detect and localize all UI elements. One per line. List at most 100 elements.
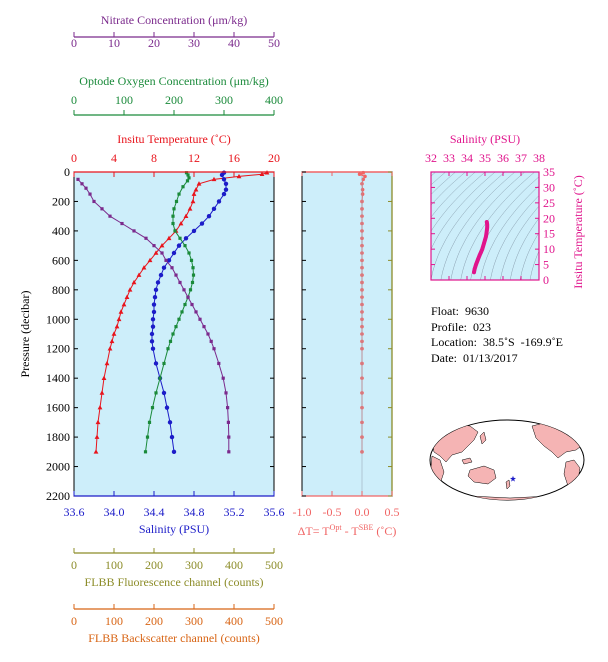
temperature-tick-label: 0: [71, 151, 77, 165]
salinity-point: [191, 228, 197, 234]
nitrate-point: [160, 251, 164, 255]
nitrate-point: [190, 302, 194, 307]
ts-salinity-tick-label: 33: [443, 151, 455, 165]
nitrate-point: [120, 221, 124, 226]
oxygen-point: [145, 435, 150, 439]
ts-density-contour: [519, 232, 539, 280]
ts-point: [484, 231, 489, 236]
salinity-tick-label: 35.6: [264, 505, 285, 519]
temperature-axis: 0 4 8 12 16 20 Insitu Temperature (˚C): [71, 132, 280, 177]
oxygen-point: [171, 214, 175, 218]
oxygen-point: [183, 244, 187, 248]
delta-t-tick-label: -0.5: [323, 505, 342, 519]
salinity-point: [216, 199, 222, 204]
salinity-point: [149, 331, 155, 337]
pressure-tick-label: 1800: [46, 430, 70, 444]
salinity-tick-label: 34.8: [184, 505, 205, 519]
oxygen-point: [143, 450, 148, 454]
nitrate-point: [108, 214, 112, 218]
nitrate-point: [186, 295, 190, 299]
salinity-point: [152, 294, 158, 300]
temperature-tick-label: 8: [151, 151, 157, 165]
nitrate-point: [84, 186, 88, 190]
pressure-tick-label: 1200: [46, 342, 70, 356]
delta-t-point: [361, 177, 366, 182]
ts-salinity-tick-label: 32: [425, 151, 437, 165]
oxygen-point: [174, 325, 178, 329]
fluorescence-tick-label: 200: [145, 558, 163, 572]
salinity-point: [219, 172, 225, 178]
fluorescence-axis-title: FLBB Fluorescence channel (counts): [85, 575, 264, 589]
pressure-tick-label: 200: [52, 194, 70, 208]
oxygen-point: [178, 236, 182, 240]
ts-marks: [472, 220, 490, 275]
ts-point: [476, 258, 480, 262]
nitrate-point: [100, 207, 104, 211]
ts-salinity-tick-label: 34: [461, 151, 473, 165]
ts-point: [477, 253, 482, 258]
delta-t-axes: -1.0 -0.5 0.0 0.5 ΔT= TOpt - TSBE (˚C): [293, 171, 400, 538]
float-location-star-icon: [510, 475, 516, 482]
salinity-point: [161, 265, 167, 270]
pressure-tick-label: 400: [52, 224, 70, 238]
temperature-point: [114, 324, 120, 329]
profile-axes: 0200400600800100012001400160018002000220…: [18, 13, 285, 645]
salinity-point: [150, 324, 156, 329]
nitrate-tick-label: 40: [228, 36, 240, 50]
oxygen-point: [186, 173, 190, 177]
salinity-point: [206, 213, 212, 219]
ts-point: [479, 250, 483, 255]
oxygen-point: [172, 207, 176, 211]
pressure-tick-label: 2000: [46, 460, 70, 474]
nitrate-point: [152, 244, 156, 248]
salinity-tick-label: 34.4: [144, 505, 165, 519]
temperature-point: [93, 449, 99, 454]
ts-point: [480, 247, 485, 251]
temperature-point: [191, 191, 197, 196]
ts-salinity-axis-title: Salinity (PSU): [450, 132, 520, 146]
oxygen-tick-label: 0: [71, 93, 77, 107]
pressure-tick-label: 1600: [46, 401, 70, 415]
ts-salinity-tick-label: 37: [515, 151, 527, 165]
nitrate-point: [164, 258, 168, 262]
map-landmass: [505, 479, 511, 490]
ts-point: [485, 225, 489, 230]
map-landmass: [467, 465, 497, 485]
date: Date: 01/13/2017: [431, 350, 518, 365]
nitrate-point: [224, 391, 228, 395]
salinity-point: [153, 361, 159, 366]
temperature-point: [183, 213, 189, 218]
oxygen-axis: 0 100 200 300 400 Optode Oxygen Concentration…: [71, 74, 283, 116]
oxygen-point: [190, 280, 195, 285]
temperature-point: [259, 171, 265, 177]
temperature-point: [107, 346, 113, 351]
nitrate-tick-label: 20: [148, 36, 160, 50]
nitrate-tick-label: 30: [188, 36, 200, 50]
ts-point: [474, 262, 478, 267]
pressure-axis-title: Pressure (decibar): [18, 291, 32, 378]
oxygen-point: [154, 391, 158, 395]
delta-t-point: [357, 172, 362, 177]
delta-t-tick-label: 0.0: [355, 505, 370, 519]
ts-point: [472, 270, 476, 275]
ts-temperature-tick-label: 25: [543, 196, 555, 210]
temperature-axis-title: Insitu Temperature (˚C): [117, 132, 231, 146]
temperature-point: [121, 301, 127, 307]
temperature-point: [111, 331, 117, 336]
salinity-point: [183, 236, 189, 241]
salinity-point: [150, 346, 156, 351]
temperature-point: [131, 279, 137, 285]
nitrate-point: [221, 376, 225, 380]
backscatter-tick-label: 300: [185, 614, 203, 628]
salinity-point: [221, 191, 227, 197]
temperature-tick-label: 20: [268, 151, 280, 165]
ts-point: [483, 238, 487, 242]
salinity-point: [171, 250, 177, 256]
temperature-point: [153, 250, 159, 255]
nitrate-point: [206, 332, 210, 336]
oxygen-tick-label: 100: [115, 93, 133, 107]
float-info: Float: 9630 Profile: 023 Location: 38.5˚…: [431, 304, 563, 366]
oxygen-tick-label: 200: [165, 93, 183, 107]
oxygen-point: [191, 266, 195, 270]
ts-point: [481, 244, 486, 248]
